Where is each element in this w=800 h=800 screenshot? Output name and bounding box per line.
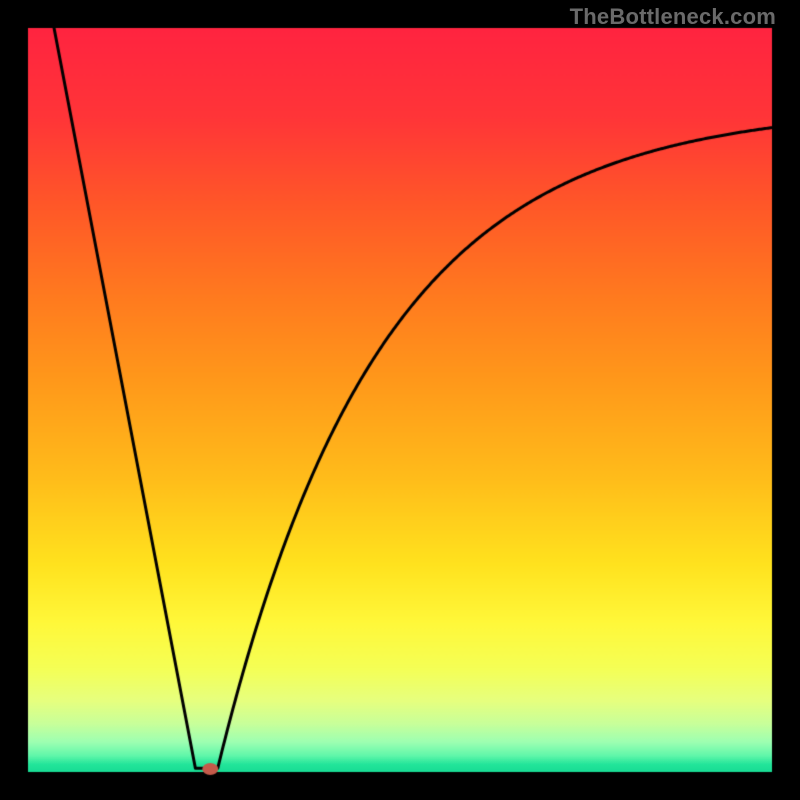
watermark-text: TheBottleneck.com <box>570 4 776 30</box>
chart-container: TheBottleneck.com <box>0 0 800 800</box>
bottleneck-chart-canvas <box>0 0 800 800</box>
